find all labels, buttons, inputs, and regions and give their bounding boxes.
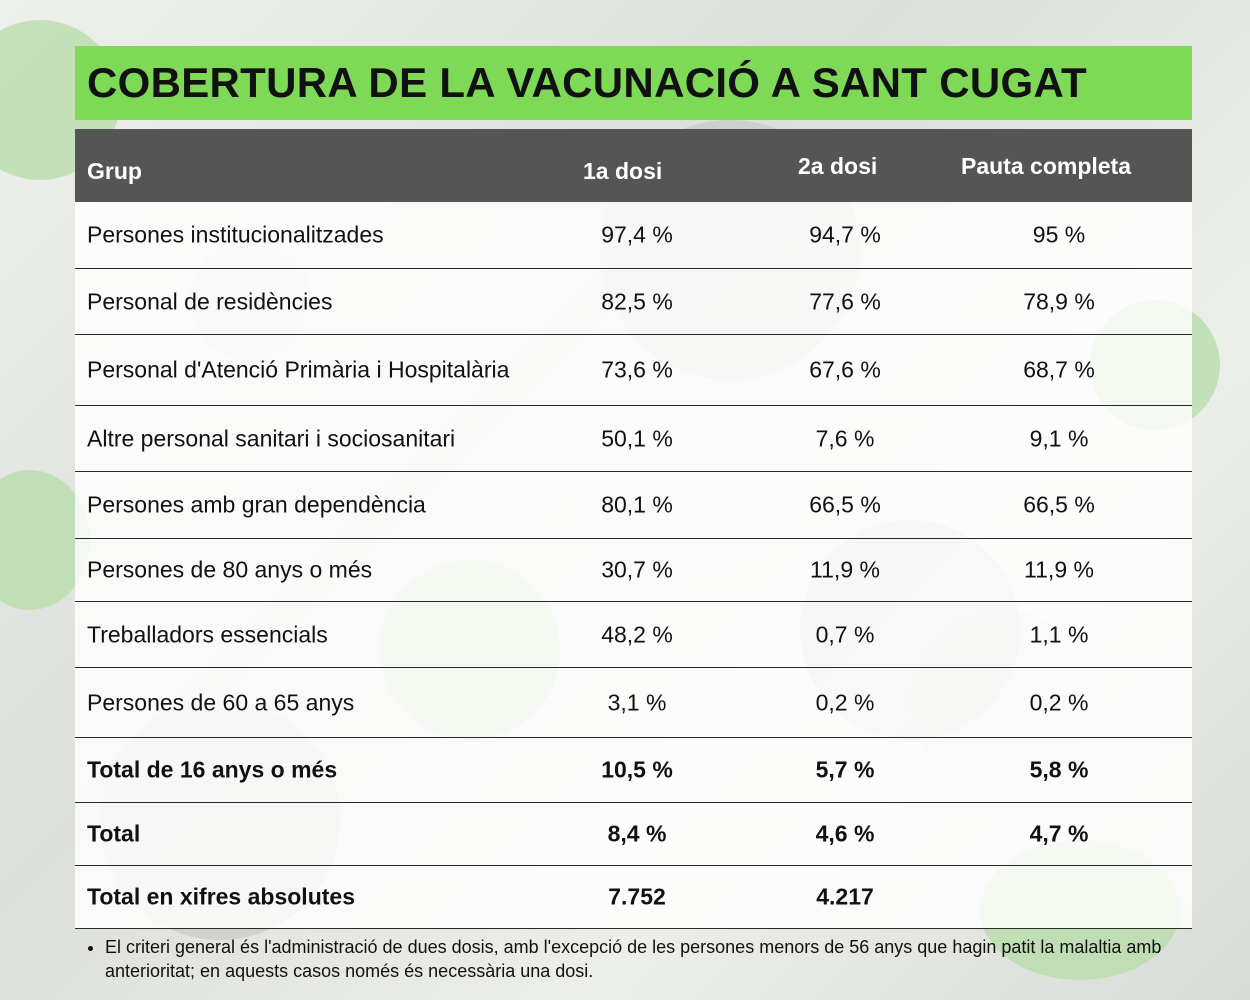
cell-complete: 78,9 % xyxy=(1023,288,1095,314)
cell-dose1: 73,6 % xyxy=(601,356,673,383)
cell-dose1: 8,4 % xyxy=(607,820,667,847)
cell-dose2: 7,6 % xyxy=(815,425,875,451)
table-body: Persones institucionalitzades 97,4 % 94,… xyxy=(75,202,1192,929)
table-row: Persones institucionalitzades 97,4 % 94,… xyxy=(75,202,1192,269)
cell-group: Persones amb gran dependència xyxy=(87,491,426,518)
cell-group: Altre personal sanitari i sociosanitari xyxy=(87,425,456,451)
footnote: El criteri general és l'administració de… xyxy=(85,935,1185,983)
cell-complete: 95 % xyxy=(1032,221,1086,248)
header-group: Grup xyxy=(87,158,142,184)
cell-dose2: 4,6 % xyxy=(815,820,875,847)
cell-dose2: 66,5 % xyxy=(809,491,881,518)
footnote-item: El criteri general és l'administració de… xyxy=(105,935,1185,983)
cell-dose1: 48,2 % xyxy=(601,621,673,647)
cell-complete: 1,1 % xyxy=(1029,621,1089,647)
cell-dose1: 82,5 % xyxy=(601,288,673,314)
cell-dose2: 4.217 xyxy=(816,883,874,910)
cell-dose1: 10,5 % xyxy=(601,756,673,783)
cell-group: Persones de 80 anys o més xyxy=(87,556,373,583)
cell-dose2: 0,2 % xyxy=(815,689,875,715)
table-row: Persones de 60 a 65 anys 3,1 % 0,2 % 0,2… xyxy=(75,668,1192,738)
cell-dose2: 0,7 % xyxy=(815,621,875,647)
header-dose1: 1a dosi xyxy=(583,158,663,184)
table-row-total: Total en xifres absolutes 7.752 4.217 xyxy=(75,866,1192,929)
vaccination-coverage-card: COBERTURA DE LA VACUNACIÓ A SANT CUGAT G… xyxy=(75,46,1192,929)
cell-dose1: 30,7 % xyxy=(601,556,673,583)
cell-group: Total de 16 anys o més xyxy=(87,756,338,783)
cell-dose2: 77,6 % xyxy=(809,288,881,314)
cell-dose2: 94,7 % xyxy=(809,221,881,248)
title-bar: COBERTURA DE LA VACUNACIÓ A SANT CUGAT xyxy=(75,46,1192,120)
table-row-total: Total 8,4 % 4,6 % 4,7 % xyxy=(75,803,1192,866)
cell-group: Personal d'Atenció Primària i Hospitalàr… xyxy=(87,356,510,383)
cell-dose2: 67,6 % xyxy=(809,356,881,383)
cell-complete: 11,9 % xyxy=(1024,556,1094,583)
cell-dose1: 80,1 % xyxy=(601,491,673,518)
cell-complete: 9,1 % xyxy=(1029,425,1089,451)
table-row: Personal de residències 82,5 % 77,6 % 78… xyxy=(75,269,1192,335)
cell-dose2: 5,7 % xyxy=(815,756,875,783)
table-row: Altre personal sanitari i sociosanitari … xyxy=(75,406,1192,472)
cell-dose1: 7.752 xyxy=(608,883,666,910)
cell-complete: 0,2 % xyxy=(1029,689,1089,715)
table-row: Persones de 80 anys o més 30,7 % 11,9 % … xyxy=(75,539,1192,602)
cell-group: Persones de 60 a 65 anys xyxy=(87,689,355,715)
cell-group: Treballadors essencials xyxy=(87,621,328,647)
table-row-total: Total de 16 anys o més 10,5 % 5,7 % 5,8 … xyxy=(75,738,1192,803)
cell-dose1: 97,4 % xyxy=(601,221,673,248)
cell-group: Total en xifres absolutes xyxy=(87,883,355,910)
table-row: Personal d'Atenció Primària i Hospitalàr… xyxy=(75,335,1192,406)
cell-dose1: 3,1 % xyxy=(607,689,667,715)
cell-complete: 4,7 % xyxy=(1029,820,1089,847)
cell-complete: 66,5 % xyxy=(1023,491,1095,518)
table-header: Grup 1a dosi 2a dosi Pauta completa xyxy=(75,129,1192,202)
cell-complete: 5,8 % xyxy=(1029,756,1089,783)
table-row: Persones amb gran dependència 80,1 % 66,… xyxy=(75,472,1192,539)
header-complete: Pauta completa xyxy=(961,153,1131,179)
cell-complete: 68,7 % xyxy=(1023,356,1095,383)
cell-dose2: 11,9 % xyxy=(810,556,880,583)
cell-group: Total xyxy=(87,820,141,847)
cell-dose1: 50,1 % xyxy=(601,425,673,451)
cell-group: Persones institucionalitzades xyxy=(87,221,384,248)
page-title: COBERTURA DE LA VACUNACIÓ A SANT CUGAT xyxy=(87,59,1087,106)
table-row: Treballadors essencials 48,2 % 0,7 % 1,1… xyxy=(75,602,1192,668)
cell-group: Personal de residències xyxy=(87,288,333,314)
header-dose2: 2a dosi xyxy=(798,153,878,179)
